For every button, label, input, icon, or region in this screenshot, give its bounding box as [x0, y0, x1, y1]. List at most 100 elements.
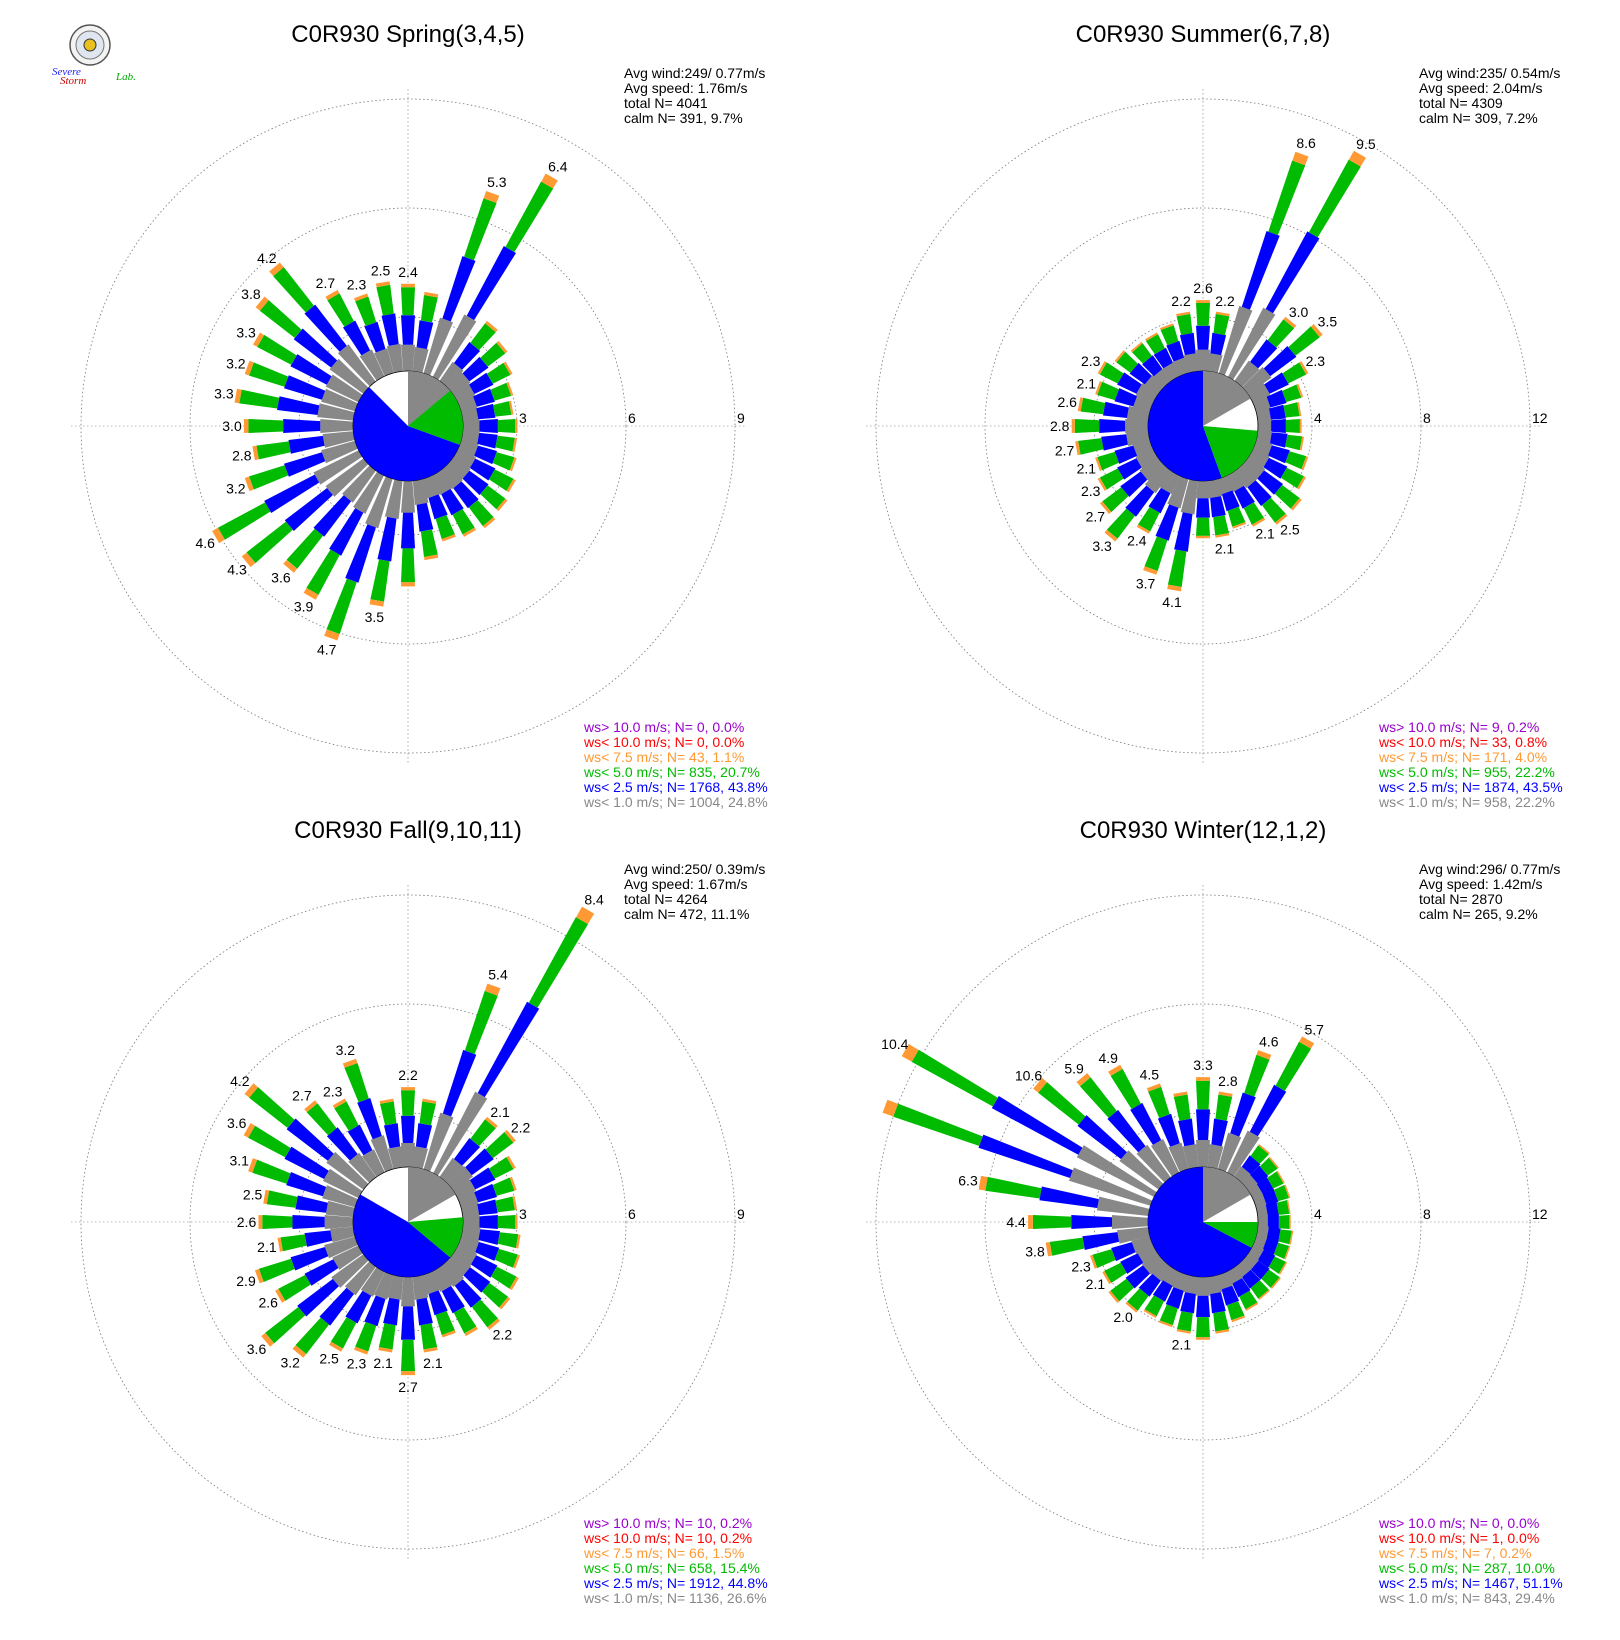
bar-240-blue [304, 1259, 339, 1286]
bar-290-green [1097, 381, 1119, 401]
bar-170-green [420, 1323, 438, 1350]
bar-100-orange [1299, 436, 1304, 451]
bar-80-green [495, 1196, 515, 1213]
bar-60-green [1282, 362, 1307, 384]
bar-180-gray [1196, 1277, 1210, 1296]
bar-270-blue [1071, 1215, 1112, 1229]
bar-140-blue [453, 481, 479, 509]
bar-40-green [1267, 319, 1295, 348]
bar-50-orange [1268, 1156, 1279, 1169]
bar-20-blue [1241, 231, 1280, 310]
bar-300-gray [1076, 1145, 1157, 1197]
bar-260-green [256, 441, 291, 460]
bar-330-orange [332, 1098, 347, 1109]
bar-110-green [1285, 451, 1307, 470]
bar-250-blue [1114, 445, 1138, 464]
bar-total-label: 2.3 [347, 1356, 367, 1372]
bar-total-label: 4.7 [317, 641, 337, 657]
stat-line: Avg wind:235/ 0.54m/s [1419, 65, 1560, 81]
bar-200-green [1159, 1304, 1178, 1326]
bar-30-blue [1249, 1084, 1287, 1137]
bar-320-green [1079, 1077, 1117, 1118]
bar-180-orange [1196, 1337, 1210, 1340]
bar-total-label: 2.3 [1081, 483, 1101, 499]
bar-0-orange [1196, 300, 1210, 303]
bar-10-green [1213, 313, 1230, 336]
bar-230-blue [297, 1278, 339, 1317]
bar-230-green [1110, 1278, 1134, 1302]
bar-280-green [1080, 397, 1106, 415]
bar-290-gray [1069, 1167, 1153, 1206]
bar-200-orange [324, 629, 340, 641]
bar-50-blue [462, 356, 489, 382]
bar-120-orange [1297, 476, 1306, 490]
stat-line: Avg speed: 1.76m/s [624, 80, 747, 96]
bar-280-green [266, 1190, 298, 1208]
bar-total-label: 2.5 [243, 1187, 263, 1203]
bar-180-blue [401, 1306, 415, 1340]
bar-40-blue [1250, 339, 1278, 369]
legend-entry: ws< 7.5 m/s; N= 66, 1.5% [583, 1545, 744, 1561]
bar-210-gray [360, 1267, 385, 1297]
bar-130-orange [496, 498, 508, 512]
bar-80-blue [476, 403, 496, 420]
bar-310-green [249, 1087, 295, 1128]
bar-280-gray [317, 403, 355, 421]
bar-210-gray [1159, 471, 1180, 495]
bar-200-blue [1165, 1287, 1184, 1309]
bar-220-green [286, 528, 323, 569]
bar-90-green [497, 419, 516, 433]
bar-220-orange [1104, 529, 1118, 542]
calm-core-green [1203, 1222, 1258, 1248]
bar-90-gray [463, 419, 480, 433]
bar-190-orange [378, 1347, 393, 1353]
bar-350-orange [379, 1098, 394, 1104]
bar-170-blue [1210, 496, 1226, 518]
bar-230-gray [325, 458, 369, 497]
bar-80-gray [1256, 1203, 1268, 1219]
bar-340-gray [370, 1135, 394, 1172]
bar-320-gray [1136, 1144, 1171, 1183]
bar-250-green [249, 465, 289, 490]
bar-140-blue [454, 1279, 482, 1308]
legend-entry: ws< 5.0 m/s; N= 835, 20.7% [583, 764, 760, 780]
bar-total-label: 5.9 [1064, 1060, 1084, 1076]
bar-total-label: 2.9 [236, 1273, 256, 1289]
bar-80-green [1276, 1200, 1290, 1215]
bar-60-blue [469, 1167, 496, 1190]
bar-0-green [1196, 1080, 1210, 1110]
bar-240-orange [212, 527, 225, 544]
bar-total-label: 2.1 [1255, 526, 1275, 542]
bar-350-gray [386, 343, 404, 373]
bar-total-label: 2.2 [493, 1327, 513, 1343]
bar-80-gray [1256, 407, 1272, 422]
bar-330-gray [361, 1149, 385, 1177]
bar-280-gray [325, 1200, 355, 1218]
bar-130-blue [1257, 470, 1283, 495]
bar-150-blue [1234, 485, 1255, 509]
bar-120-orange [506, 479, 516, 493]
bar-290-orange [882, 1099, 898, 1117]
bar-total-label: 10.4 [881, 1036, 908, 1052]
bar-240-green [1104, 1262, 1127, 1283]
legend-entry: ws< 7.5 m/s; N= 171, 4.0% [1378, 749, 1547, 765]
bar-260-green [1049, 1237, 1085, 1256]
bar-300-gray [325, 374, 363, 403]
bar-260-orange [252, 445, 259, 461]
bar-180-orange [401, 582, 415, 587]
bar-190-green [1177, 1311, 1193, 1332]
bar-20-blue [442, 256, 476, 322]
bar-140-blue [1241, 1269, 1261, 1289]
panel-title: C0R930 Spring(3,4,5) [291, 21, 524, 48]
bar-90-orange [1299, 419, 1302, 433]
bar-total-label: 3.5 [365, 609, 385, 625]
bar-total-label: 2.6 [237, 1214, 257, 1230]
bar-160-gray [422, 1271, 441, 1295]
bar-120-gray [453, 1245, 478, 1266]
legend-entry: ws< 10.0 m/s; N= 33, 0.8% [1378, 734, 1547, 750]
bar-90-blue [479, 1215, 498, 1229]
bar-total-label: 2.4 [398, 264, 418, 280]
bar-260-blue [304, 1230, 333, 1247]
bar-230-orange [241, 552, 256, 568]
bar-140-gray [439, 1261, 465, 1287]
